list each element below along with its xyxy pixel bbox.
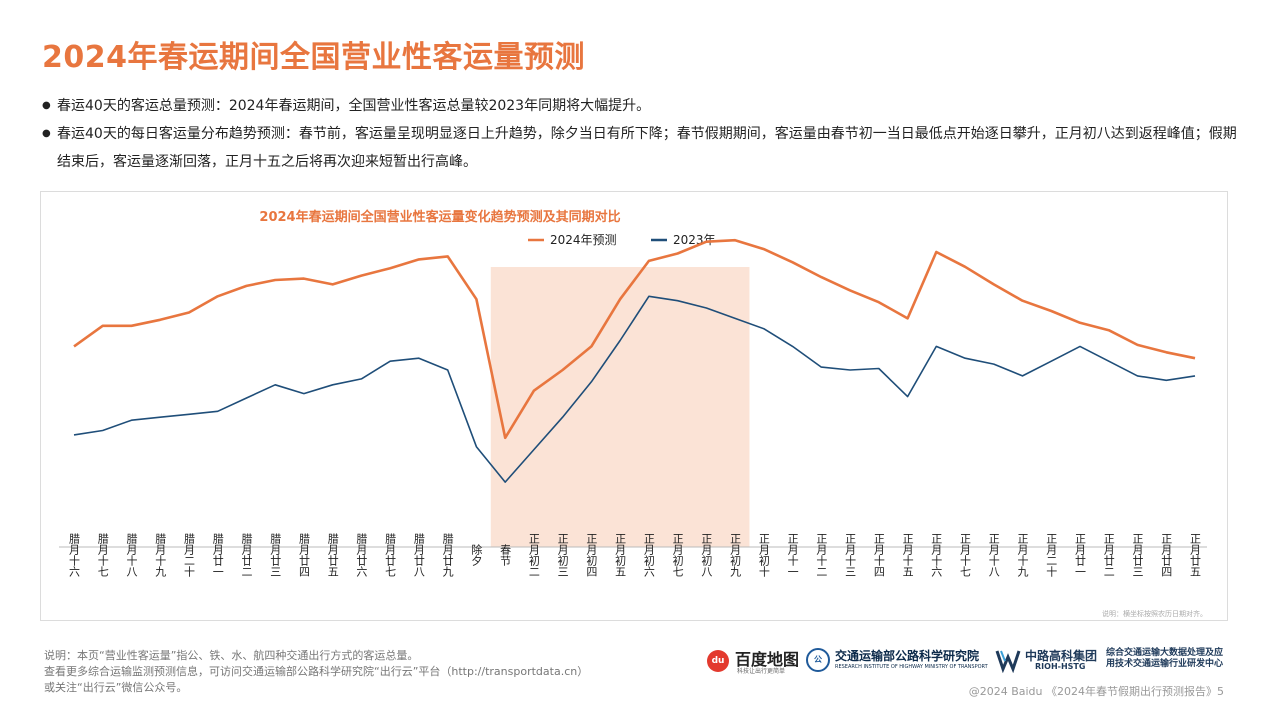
- x-tick-label: 正月十六: [930, 533, 943, 577]
- line-chart: 2024年春运期间全国营业性客运量变化趋势预测及其同期对比 2024年预测 20…: [59, 209, 1207, 618]
- x-tick-label: 正月初七: [671, 533, 684, 577]
- copyright-page-number: @2024 Baidu 《2024年春节假期出行预测报告》5: [968, 685, 1224, 698]
- x-tick-label: 腊月廿二: [240, 533, 253, 577]
- hstg-center-line-1: 综合交通运输大数据处理及应: [1106, 648, 1224, 658]
- baidu-map-name: 百度地图: [735, 650, 800, 669]
- holiday-band: [490, 267, 750, 547]
- x-tick-label: 正月十八: [987, 533, 1000, 577]
- x-axis-ticks: [73, 547, 1196, 551]
- footnote: 说明：本页“营业性客运量”指公、铁、水、航四种交通出行方式的客运总量。 查看更多…: [44, 648, 588, 696]
- x-tick-label: 腊月廿七: [384, 533, 397, 577]
- series-line-2023: [73, 295, 1196, 483]
- x-tick-label: 正月初三: [556, 533, 569, 577]
- legend-label-2024: 2024年预测: [550, 233, 617, 247]
- x-tick-label: 正月廿三: [1131, 533, 1144, 577]
- baidu-map-slogan: 科技让出行更简单: [737, 668, 786, 675]
- x-tick-label: 正月初四: [585, 533, 598, 577]
- baidu-map-icon: du: [707, 650, 729, 672]
- footnote-line-1: 说明：本页“营业性客运量”指公、铁、水、航四种交通出行方式的客运总量。: [44, 649, 419, 662]
- x-tick-label: 腊月廿一: [211, 533, 224, 577]
- x-tick-label: 除夕: [470, 543, 483, 567]
- x-tick-label: 腊月十九: [154, 533, 167, 577]
- x-tick-label: 腊月十八: [125, 533, 138, 577]
- chart-note: 说明：横坐标按照农历日期对齐。: [1102, 609, 1207, 618]
- x-tick-label: 正月廿二: [1102, 533, 1115, 577]
- chart-panel: 2024年春运期间全国营业性客运量变化趋势预测及其同期对比 2024年预测 20…: [40, 191, 1228, 621]
- legend-label-2023: 2023年: [673, 233, 716, 247]
- rioh-name: 交通运输部公路科学研究院: [835, 649, 980, 663]
- x-tick-label: 正月廿一: [1074, 533, 1087, 577]
- x-tick-label: 春节: [499, 544, 512, 566]
- x-tick-label: 正月二十: [1045, 533, 1058, 577]
- x-tick-label: 正月十一: [786, 533, 799, 577]
- page-title: 2024年春运期间全国营业性客运量预测: [42, 40, 585, 75]
- bullet-total-forecast: 春运40天的客运总量预测：2024年春运期间，全国营业性客运总量较2023年同期…: [42, 92, 1237, 120]
- x-tick-label: 腊月十七: [96, 533, 109, 577]
- hstg-mark-icon: [995, 650, 1021, 673]
- summary-bullets: 春运40天的客运总量预测：2024年春运期间，全国营业性客运总量较2023年同期…: [42, 92, 1237, 176]
- x-tick-label: 腊月廿四: [297, 533, 310, 577]
- rioh-emblem-icon: 公: [806, 648, 830, 672]
- x-tick-label: 正月十三: [844, 533, 857, 577]
- rioh-english-name: RESEARCH INSTITUTE OF HIGHWAY MINISTRY O…: [835, 664, 988, 670]
- x-tick-label: 正月廿四: [1160, 533, 1173, 577]
- footnote-line-3: 或关注“出行云”微信公众号。: [44, 681, 188, 694]
- x-axis-labels: 腊月十六 腊月十七 腊月十八 腊月十九 腊月二十 腊月廿一 腊月廿二 腊月廿三 腊月廿四 腊月廿五…: [68, 533, 1202, 577]
- x-tick-label: 正月十二: [815, 533, 828, 577]
- chart-title: 2024年春运期间全国营业性客运量变化趋势预测及其同期对比: [259, 209, 620, 225]
- x-tick-label: 腊月廿八: [412, 533, 425, 577]
- x-tick-label: 正月初五: [614, 533, 627, 577]
- bullet-daily-trend: 春运40天的每日客运量分布趋势预测：春节前，客运量呈现明显逐日上升趋势，除夕当日…: [42, 120, 1237, 176]
- x-tick-label: 正月十五: [901, 533, 914, 577]
- x-tick-label: 正月十四: [872, 533, 885, 577]
- chart-legend: 2024年预测 2023年: [528, 233, 716, 247]
- x-tick-label: 腊月廿九: [441, 533, 454, 577]
- x-tick-label: 正月十七: [959, 533, 972, 577]
- x-tick-label: 正月初九: [729, 533, 742, 577]
- x-tick-label: 腊月十六: [68, 533, 81, 577]
- hstg-english-name: RIOH-HSTG: [1035, 662, 1086, 671]
- x-tick-label: 正月廿五: [1189, 533, 1202, 577]
- x-tick-label: 腊月二十: [182, 533, 195, 577]
- series-layer: [73, 238, 1196, 483]
- x-tick-label: 正月初十: [757, 533, 770, 577]
- partner-logos: du 百度地图 科技让出行更简单 公 交通运输部公路科学研究院 RESEARCH…: [707, 646, 1232, 676]
- x-tick-label: 腊月廿六: [355, 533, 368, 577]
- x-tick-label: 正月初二: [527, 533, 540, 577]
- x-tick-label: 腊月廿三: [269, 533, 282, 577]
- hstg-center-line-2: 用技术交通运输行业研发中心: [1106, 659, 1224, 669]
- hstg-center-name: 综合交通运输大数据处理及应 用技术交通运输行业研发中心: [1106, 648, 1223, 670]
- footnote-line-2: 查看更多综合运输监测预测信息，可访问交通运输部公路科学研究院“出行云”平台（ht…: [44, 665, 589, 678]
- x-tick-label: 腊月廿五: [326, 533, 339, 577]
- x-tick-label: 正月初八: [700, 533, 713, 577]
- x-tick-label: 正月十九: [1016, 533, 1029, 577]
- hstg-name: 中路高科集团: [1025, 649, 1098, 663]
- series-line-2024: [73, 238, 1196, 440]
- x-tick-label: 正月初六: [642, 533, 655, 577]
